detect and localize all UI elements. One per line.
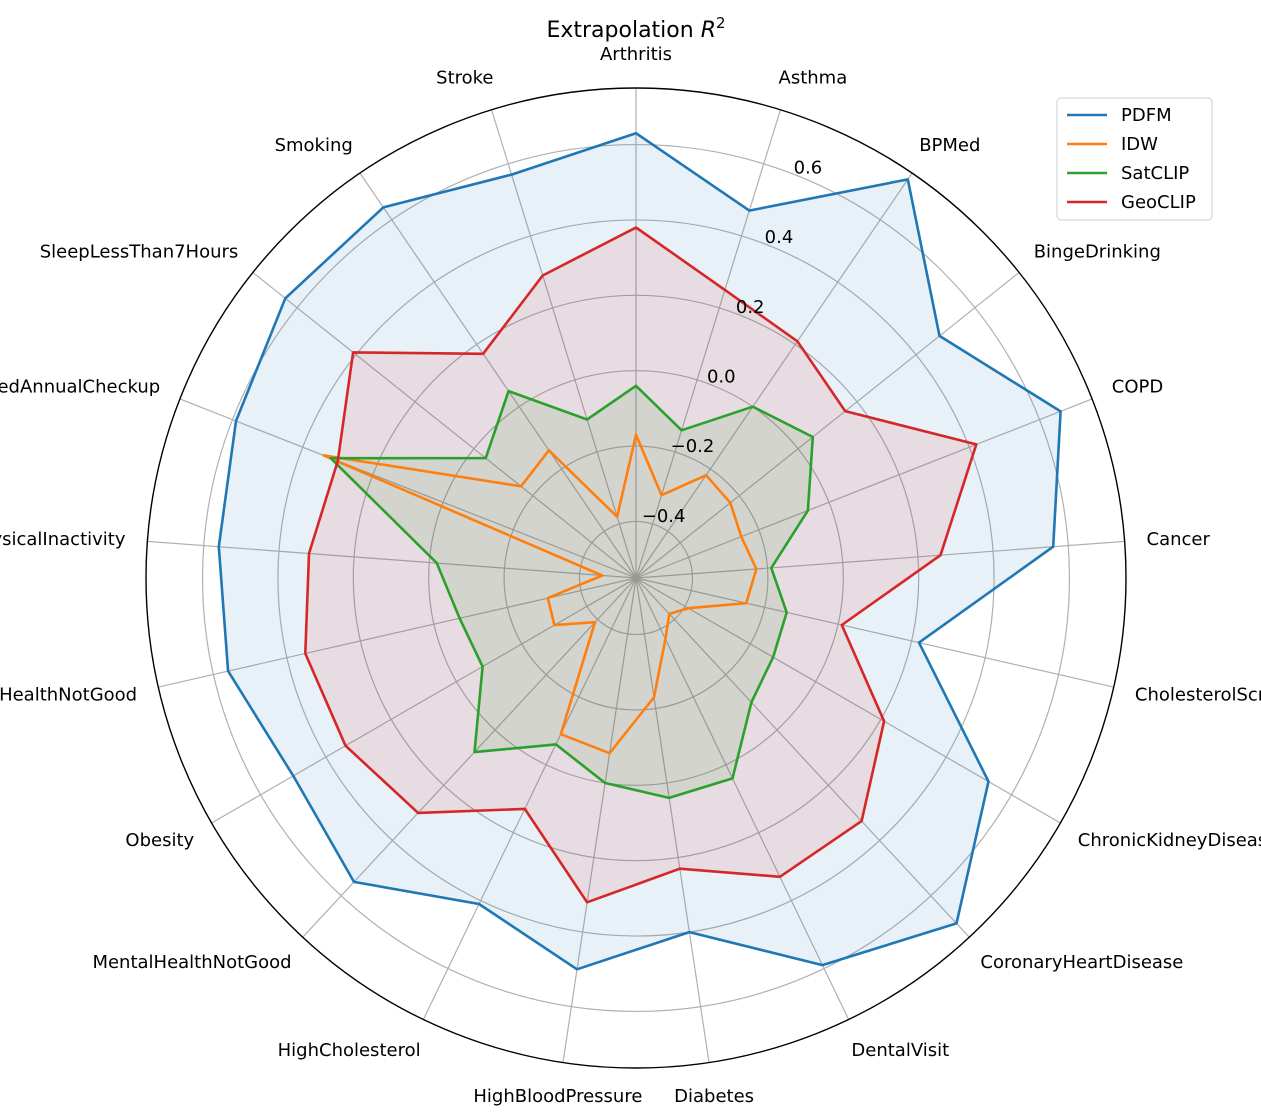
spoke-mentalhealthnotgood — [302, 577, 637, 938]
axis-label-coronaryheartdisease: CoronaryHeartDisease — [980, 952, 1183, 973]
axis-label-dentalvisit: DentalVisit — [851, 1040, 949, 1061]
series-line-satclip — [329, 384, 815, 800]
legend: PDFM IDW SatCLIP GeoCLIP — [1056, 97, 1213, 221]
axis-label-physicalinactivity: PhysicalInactivity — [0, 529, 126, 550]
axis-label-obesity: Obesity — [125, 830, 194, 851]
axis-label-smoking: Smoking — [275, 135, 353, 156]
axis-label-diabetes: Diabetes — [674, 1086, 754, 1107]
axis-label-chronickidneydisease: ChronicKidneyDisease — [1078, 830, 1261, 851]
series-fill-satclip — [330, 385, 813, 798]
rtick-label: −0.2 — [671, 436, 715, 457]
spoke-physicalinactivity — [147, 540, 637, 579]
spoke-physicalhealthnotgood — [158, 577, 637, 688]
spoke-bpmed — [635, 172, 913, 579]
axis-label-asthma: Asthma — [779, 67, 848, 88]
grid-circle — [201, 143, 1071, 1013]
legend-label-satclip: SatCLIP — [1121, 163, 1189, 184]
spoke-receivedannualcheckup — [179, 398, 637, 579]
axis-label-mentalhealthnotgood: MentalHealthNotGood — [92, 952, 291, 973]
axis-label-cancer: Cancer — [1147, 529, 1211, 550]
rtick-label: 0.6 — [794, 158, 823, 179]
grid-circle — [428, 370, 844, 786]
spoke-highbloodpressure — [562, 577, 637, 1063]
series-line-pdfm — [217, 131, 1062, 971]
series-lines — [217, 131, 1062, 971]
spoke-smoking — [359, 172, 637, 579]
legend-label-pdfm: PDFM — [1121, 105, 1172, 126]
spoke-diabetes — [635, 577, 710, 1063]
legend-label-geoclip: GeoCLIP — [1121, 192, 1196, 213]
axis-label-highbloodpressure: HighBloodPressure — [473, 1086, 642, 1107]
spoke-coronaryheartdisease — [635, 577, 970, 938]
grid-circle — [277, 219, 995, 937]
chart-title: Extrapolation R2 — [546, 14, 725, 43]
series-fills — [218, 133, 1061, 970]
radar-grid — [145, 87, 1127, 1069]
series-line-idw — [322, 433, 758, 755]
axis-label-physicalhealthnotgood: PhysicalHealthNotGood — [0, 685, 137, 706]
spoke-obesity — [211, 577, 637, 824]
spoke-cancer — [635, 540, 1125, 579]
legend-box — [1056, 97, 1213, 221]
grid-circle — [352, 294, 920, 862]
series-fill-geoclip — [305, 227, 977, 903]
spoke-bingedrinking — [635, 272, 1020, 579]
axis-label-receivedannualcheckup: ReceivedAnnualCheckup — [0, 377, 160, 398]
spoke-asthma — [635, 109, 782, 579]
spoke-copd — [635, 398, 1093, 579]
axis-label-copd: COPD — [1112, 377, 1163, 398]
spoke-stroke — [490, 109, 637, 579]
axis-label-sleeplessthan7hours: SleepLessThan7Hours — [40, 241, 239, 262]
rtick-label: 0.4 — [765, 227, 794, 248]
axis-label-bpmed: BPMed — [919, 135, 980, 156]
series-line-geoclip — [304, 226, 978, 904]
outer-frame — [145, 87, 1127, 1069]
rtick-label: 0.2 — [736, 297, 765, 318]
spoke-dentalvisit — [635, 577, 850, 1020]
axis-label-arthritis: Arthritis — [600, 44, 672, 65]
axis-label-stroke: Stroke — [436, 67, 493, 88]
axis-label-cholesterolscreening: CholesterolScreening — [1135, 685, 1261, 706]
spoke-highcholesterol — [422, 577, 637, 1020]
grid-circle — [578, 520, 694, 636]
grid-circle — [503, 445, 769, 711]
legend-label-idw: IDW — [1121, 134, 1158, 155]
radial-tick-labels: −0.4 −0.2 0.0 0.2 0.4 0.6 — [642, 158, 822, 527]
axis-labels: Arthritis Asthma BPMed BingeDrinking COPD Can… — [0, 44, 1261, 1107]
axis-label-bingedrinking: BingeDrinking — [1034, 241, 1161, 262]
axis-label-highcholesterol: HighCholesterol — [278, 1040, 421, 1061]
rtick-label: 0.0 — [707, 367, 736, 388]
series-fill-pdfm — [218, 133, 1061, 970]
spoke-sleeplessthan7hours — [252, 272, 637, 579]
rtick-label: −0.4 — [642, 506, 686, 527]
spoke-cholesterolscreening — [635, 577, 1114, 688]
